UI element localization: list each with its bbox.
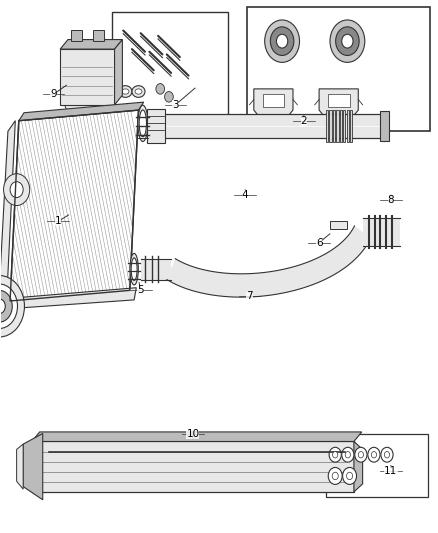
Circle shape [332,472,338,480]
Circle shape [270,27,294,55]
Polygon shape [10,110,138,301]
Polygon shape [23,433,43,500]
Ellipse shape [122,89,129,94]
Bar [113,12,228,126]
Ellipse shape [139,110,146,136]
Circle shape [355,447,367,462]
Ellipse shape [132,86,145,98]
Bar [325,110,328,142]
Polygon shape [141,259,171,280]
Circle shape [276,34,288,48]
Ellipse shape [135,89,142,94]
Polygon shape [319,89,358,120]
Circle shape [342,447,354,462]
Circle shape [371,451,377,458]
Bar [325,433,428,497]
Circle shape [0,276,25,337]
Bar [93,30,104,41]
Polygon shape [328,94,350,108]
Polygon shape [363,218,399,246]
Circle shape [4,174,30,206]
Polygon shape [32,441,354,492]
Bar [71,30,82,41]
Circle shape [346,472,353,480]
Circle shape [329,447,341,462]
Text: 2: 2 [300,116,307,126]
Polygon shape [6,288,136,309]
Circle shape [10,182,23,198]
Circle shape [368,447,380,462]
Polygon shape [17,444,23,489]
Ellipse shape [119,86,132,98]
Polygon shape [115,39,122,105]
Circle shape [330,20,365,62]
Circle shape [358,451,364,458]
Circle shape [0,299,5,314]
Circle shape [0,284,18,328]
Text: 3: 3 [172,100,179,110]
Text: 5: 5 [138,285,144,295]
Bar [247,7,430,131]
Text: 1: 1 [55,216,61,227]
Bar [332,110,335,142]
Polygon shape [64,105,115,126]
Circle shape [332,451,338,458]
Bar [336,110,339,142]
Circle shape [343,467,357,484]
Bar [329,110,332,142]
Polygon shape [354,441,363,492]
Bar [339,110,342,142]
Ellipse shape [131,258,137,280]
Polygon shape [60,39,122,49]
Polygon shape [19,102,144,120]
Polygon shape [60,49,115,105]
Circle shape [265,20,300,62]
Circle shape [385,451,390,458]
Bar [147,109,165,143]
Text: 8: 8 [388,195,394,205]
Text: 6: 6 [316,238,322,248]
Polygon shape [0,120,15,301]
Circle shape [342,34,353,48]
Polygon shape [262,94,284,108]
Text: 11: 11 [384,466,398,475]
Bar [330,221,346,229]
Text: 7: 7 [246,290,253,301]
Polygon shape [149,114,380,138]
Circle shape [156,84,165,94]
Text: 4: 4 [242,190,248,200]
Bar [346,110,349,142]
Bar [350,110,353,142]
Polygon shape [254,89,293,120]
Bar [343,110,346,142]
Text: 9: 9 [50,89,57,99]
Polygon shape [10,110,138,301]
Circle shape [0,290,12,322]
Circle shape [345,451,350,458]
Circle shape [328,467,342,484]
Text: 10: 10 [186,429,199,439]
Ellipse shape [130,253,138,285]
Bar [380,111,389,141]
Circle shape [336,27,359,55]
Polygon shape [167,226,371,297]
Ellipse shape [138,105,148,141]
Circle shape [381,447,393,462]
Circle shape [165,92,173,102]
Polygon shape [32,432,362,441]
